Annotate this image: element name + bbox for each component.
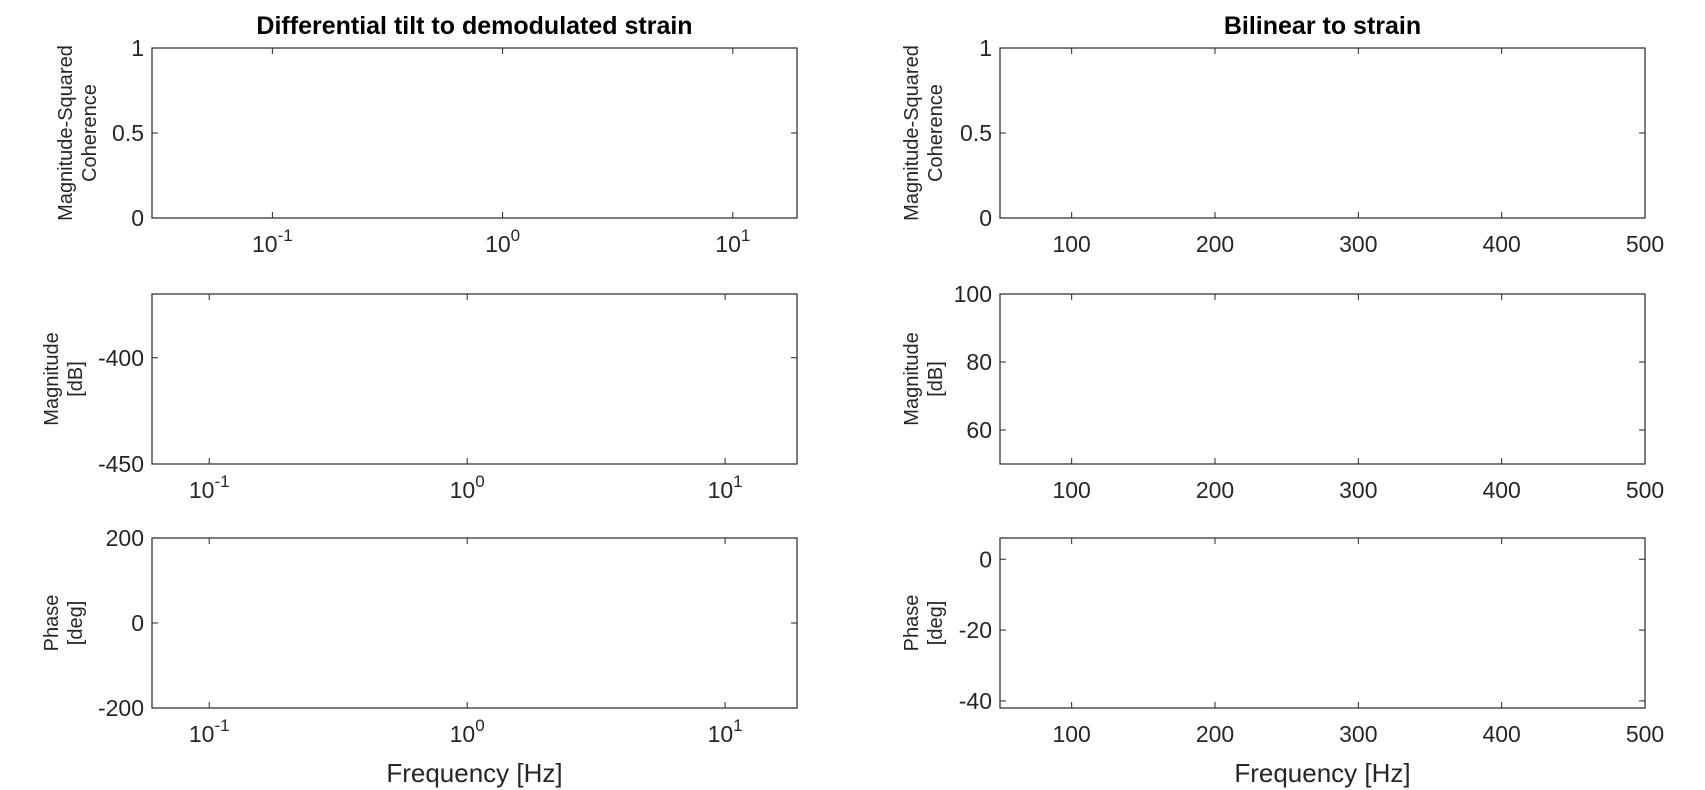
x-tick-label: 101 [715, 226, 750, 257]
left_coherence-title: Differential tilt to demodulated strain [256, 12, 692, 40]
y-tick-label: -400 [98, 345, 144, 371]
y-tick-label: 0 [131, 205, 144, 231]
left_coherence-axes: 10-1 100 101 0 0.5 1 Magnitude-Squared Coherenc… [55, 12, 798, 257]
x-tick-label: 10-1 [252, 226, 293, 257]
y-tick-label: 1 [131, 35, 144, 61]
left_magnitude-axes: 10-1 100 101 -450 -400 Magnitude [dB] [41, 293, 798, 503]
x-tick-label: 101 [708, 472, 743, 503]
x-tick-label: 100 [450, 472, 485, 503]
x-tick-label: 100 [485, 226, 520, 257]
x-tick-label: 10-1 [189, 472, 230, 503]
left_coherence-y-label: Magnitude-Squared Coherence [55, 45, 101, 221]
left_magnitude-frame [151, 293, 798, 465]
y-tick-label: -450 [98, 451, 144, 477]
y-tick-label: 0.5 [112, 120, 144, 146]
left_coherence-frame [151, 47, 798, 219]
left_magnitude-y-label: Magnitude [dB] [41, 332, 87, 425]
